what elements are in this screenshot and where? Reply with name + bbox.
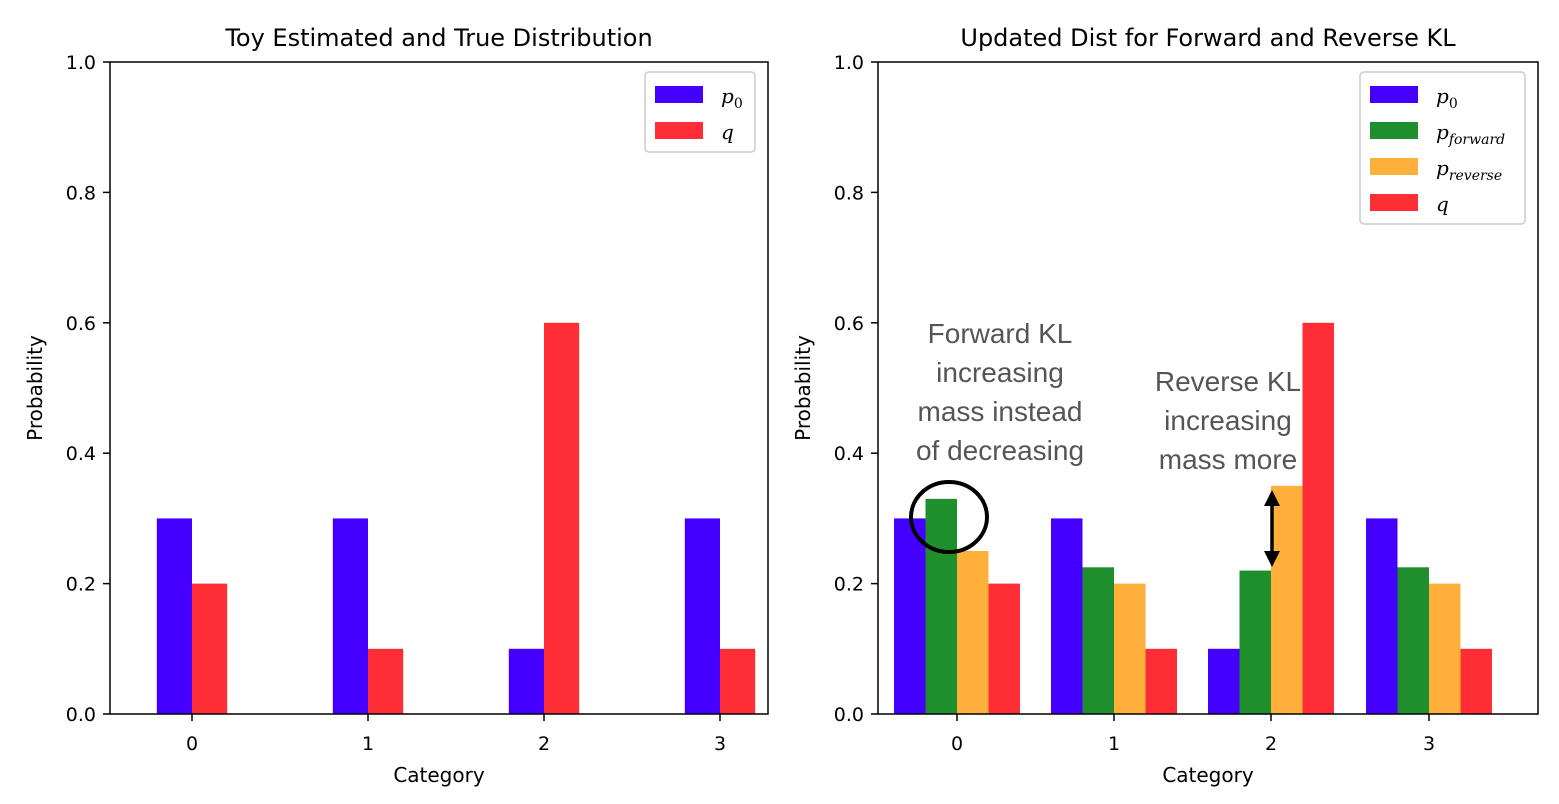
legend-label: preverse: [1436, 156, 1502, 184]
bar-0-cat-3: [684, 518, 720, 714]
chart-title: Toy Estimated and True Distribution: [224, 24, 652, 52]
bar-0-cat-2: [508, 648, 544, 714]
bar-q-cat-1: [368, 648, 404, 714]
legend-label: q: [1436, 192, 1449, 216]
y-tick-label: 0.4: [834, 443, 864, 465]
legend-swatch: [1370, 158, 1418, 175]
x-tick-label: 1: [1108, 733, 1120, 755]
x-tick-label: 2: [1265, 733, 1277, 755]
legend-swatch: [1370, 122, 1418, 139]
y-tick-label: 0.0: [66, 704, 96, 726]
annotation-text: Reverse KL increasing mass more: [1155, 366, 1301, 475]
y-tick-label: 0.4: [66, 443, 96, 465]
y-axis-label: Probability: [791, 335, 815, 441]
bar-reverse-cat-0: [957, 551, 989, 714]
y-tick-label: 1.0: [66, 52, 96, 74]
bar-0-cat-1: [1051, 518, 1083, 714]
x-tick-label: 1: [362, 733, 374, 755]
x-tick-label: 3: [1423, 733, 1435, 755]
y-tick-label: 0.2: [66, 574, 96, 596]
bar-q-cat-3: [1460, 648, 1492, 714]
legend: p0 pforward preverse q: [1359, 71, 1526, 225]
bar-reverse-cat-3: [1429, 583, 1461, 714]
bar-0-cat-3: [1366, 518, 1398, 714]
legend-box: [644, 71, 756, 153]
legend-label: pforward: [1436, 120, 1505, 148]
y-tick-label: 0.8: [66, 182, 96, 204]
legend-swatch: [655, 122, 703, 139]
bar-q-cat-0: [988, 583, 1020, 714]
y-tick-label: 0.8: [834, 182, 864, 204]
x-axis-label: Category: [393, 763, 485, 787]
x-tick-label: 3: [714, 733, 726, 755]
x-tick-label: 2: [538, 733, 550, 755]
annotation-circle: [909, 480, 989, 554]
chart-title: Updated Dist for Forward and Reverse KL: [960, 24, 1456, 52]
x-tick-label: 0: [186, 733, 198, 755]
legend-label: p0: [1436, 84, 1458, 112]
bar-q-cat-0: [192, 583, 228, 714]
bar-forward-cat-3: [1397, 567, 1429, 714]
y-tick-label: 1.0: [834, 52, 864, 74]
bar-q-cat-2: [544, 322, 580, 714]
left-chart-panel: 0.0 0.2 0.4 0.6 0.8 1.0 0 1 2 3 Toy Estimated and …: [23, 24, 769, 787]
annotation-text: Forward KL increasing mass instead of decre…: [916, 318, 1084, 466]
legend-swatch: [1370, 86, 1418, 103]
bar-forward-cat-1: [1082, 567, 1114, 714]
bar-forward-cat-2: [1239, 570, 1271, 714]
y-tick-label: 0.2: [834, 574, 864, 596]
legend-swatch: [1370, 194, 1418, 211]
y-tick-label: 0.6: [66, 313, 96, 335]
bar-forward-cat-0: [925, 498, 957, 714]
bar-q-cat-1: [1145, 648, 1177, 714]
bar-q-cat-2: [1302, 322, 1334, 714]
legend-label: q: [721, 120, 734, 144]
bar-reverse-cat-1: [1114, 583, 1146, 714]
y-axis-label: Probability: [23, 335, 47, 441]
y-tick-label: 0.6: [834, 313, 864, 335]
axes-frame: [877, 61, 1539, 715]
bar-0-cat-2: [1208, 648, 1240, 714]
bar-0-cat-0: [894, 518, 926, 714]
right-chart-panel: 0.0 0.2 0.4 0.6 0.8 1.0 0 1 2 3 Updated Dist for F…: [791, 24, 1539, 787]
legend-label: p0: [721, 84, 743, 112]
legend-box: [1359, 71, 1526, 225]
legend: p0 q: [644, 71, 756, 153]
bar-q-cat-3: [720, 648, 756, 714]
bar-0-cat-0: [156, 518, 192, 714]
x-axis-label: Category: [1162, 763, 1254, 787]
x-tick-label: 0: [951, 733, 963, 755]
axes-frame: [109, 61, 769, 715]
bar-reverse-cat-2: [1271, 485, 1303, 714]
legend-swatch: [655, 86, 703, 103]
annotation-double-arrow: [1264, 490, 1280, 567]
y-tick-label: 0.0: [834, 704, 864, 726]
bar-0-cat-1: [332, 518, 368, 714]
